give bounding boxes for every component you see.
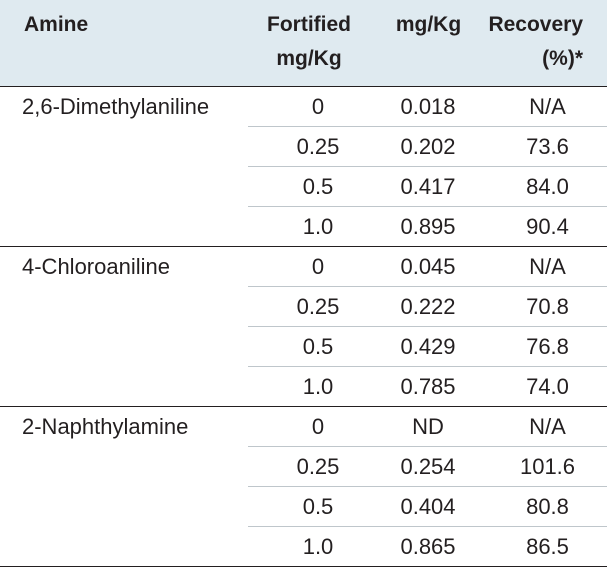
cell-amine	[0, 366, 248, 406]
header-row: Amine Fortified mg/Kg mg/Kg Recovery (%)…	[0, 0, 607, 86]
cell-amine	[0, 166, 248, 206]
cell-recovery: 84.0	[482, 165, 607, 206]
cell-mgkg: 0.018	[370, 85, 482, 126]
cell-fortified: 0.5	[248, 485, 370, 526]
table-row: 0.25 0.222 70.8	[0, 285, 607, 326]
cell-recovery: N/A	[482, 405, 607, 446]
cell-mgkg: 0.404	[370, 485, 482, 526]
table-header: Amine Fortified mg/Kg mg/Kg Recovery (%)…	[0, 0, 607, 86]
cell-recovery: 74.0	[482, 365, 607, 406]
cell-fortified: 0.25	[248, 445, 370, 486]
table-row: 4-Chloroaniline 0 0.045 N/A	[0, 245, 607, 286]
header-recovery-line1: Recovery	[488, 13, 583, 36]
cell-fortified: 0	[248, 245, 370, 286]
cell-mgkg: 0.865	[370, 525, 482, 567]
table-row: 2,6-Dimethylaniline 0 0.018 N/A	[0, 85, 607, 126]
cell-mgkg: 0.785	[370, 365, 482, 406]
cell-recovery: 90.4	[482, 205, 607, 246]
cell-amine	[0, 126, 248, 166]
cell-amine	[0, 206, 248, 246]
cell-amine	[0, 286, 248, 326]
header-fortified-line2: mg/Kg	[276, 47, 342, 70]
header-fortified-line1: Fortified	[267, 13, 351, 36]
cell-mgkg: 0.222	[370, 285, 482, 326]
cell-fortified: 0.5	[248, 165, 370, 206]
cell-amine: 4-Chloroaniline	[0, 245, 248, 286]
table-row: 1.0 0.895 90.4	[0, 205, 607, 246]
cell-recovery: N/A	[482, 85, 607, 126]
cell-amine: 2,6-Dimethylaniline	[0, 85, 248, 126]
table-row: 0.5 0.404 80.8	[0, 485, 607, 526]
cell-fortified: 0	[248, 405, 370, 446]
cell-fortified: 0	[248, 85, 370, 126]
table-row: 0.5 0.429 76.8	[0, 325, 607, 366]
cell-recovery: 80.8	[482, 485, 607, 526]
table-row: 0.25 0.202 73.6	[0, 125, 607, 166]
cell-amine	[0, 446, 248, 486]
cell-recovery: 70.8	[482, 285, 607, 326]
table-body: 2,6-Dimethylaniline 0 0.018 N/A 0.25 0.2…	[0, 85, 607, 567]
cell-amine	[0, 526, 248, 567]
table-row: 1.0 0.785 74.0	[0, 365, 607, 406]
cell-mgkg: 0.429	[370, 325, 482, 366]
table-row: 1.0 0.865 86.5	[0, 525, 607, 567]
cell-mgkg: 0.202	[370, 125, 482, 166]
cell-recovery: 101.6	[482, 445, 607, 486]
table-row: 0.25 0.254 101.6	[0, 445, 607, 486]
header-mgkg: mg/Kg	[395, 13, 462, 36]
table-row: 2-Naphthylamine 0 ND N/A	[0, 405, 607, 446]
cell-amine: 2-Naphthylamine	[0, 405, 248, 446]
cell-mgkg: 0.254	[370, 445, 482, 486]
cell-recovery: N/A	[482, 245, 607, 286]
header-recovery: Recovery (%)*	[482, 0, 607, 86]
cell-recovery: 73.6	[482, 125, 607, 166]
cell-fortified: 1.0	[248, 365, 370, 406]
cell-mgkg: 0.045	[370, 245, 482, 286]
table-row: 0.5 0.417 84.0	[0, 165, 607, 206]
cell-recovery: 86.5	[482, 525, 607, 567]
cell-amine	[0, 486, 248, 526]
cell-mgkg: ND	[370, 405, 482, 446]
cell-fortified: 1.0	[248, 205, 370, 246]
cell-mgkg: 0.895	[370, 205, 482, 246]
cell-mgkg: 0.417	[370, 165, 482, 206]
cell-fortified: 0.25	[248, 125, 370, 166]
cell-fortified: 0.25	[248, 285, 370, 326]
cell-fortified: 1.0	[248, 525, 370, 567]
cell-fortified: 0.5	[248, 325, 370, 366]
header-recovery-line2: (%)*	[542, 47, 583, 70]
cell-recovery: 76.8	[482, 325, 607, 366]
cell-amine	[0, 326, 248, 366]
header-amine: Amine	[24, 13, 89, 36]
header-fortified: Fortified mg/Kg	[248, 0, 370, 86]
